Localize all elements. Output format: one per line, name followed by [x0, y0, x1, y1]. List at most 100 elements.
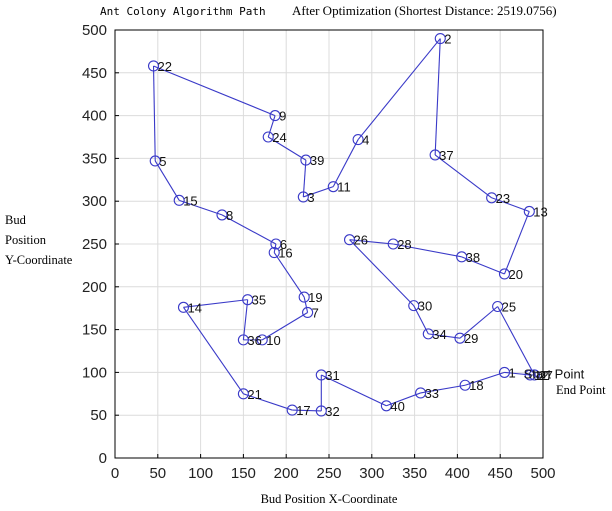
route-segment — [267, 136, 307, 161]
y-axis-label-line-2: Position — [5, 233, 47, 247]
point-labels: 1234567891011121314151617181920212223242… — [158, 32, 585, 419]
node-marker — [498, 366, 511, 378]
node-label: 16 — [278, 246, 292, 261]
axis-ticks: 0 50 100 150 200 250 300 350 400 450 500 0 50 100 150 2… — [82, 22, 556, 482]
node-marker — [422, 328, 434, 340]
route-segment — [221, 214, 277, 245]
route-segment — [183, 299, 248, 308]
node-marker — [459, 379, 471, 391]
y-tick-label: 200 — [82, 279, 107, 296]
x-axis-label: Bud Position X-Coordinate — [261, 492, 398, 506]
node-marker — [498, 268, 511, 280]
node-marker — [237, 388, 249, 400]
node-label: 23 — [496, 191, 510, 206]
route-segment — [243, 393, 293, 411]
y-tick-label: 50 — [90, 407, 107, 424]
route-segment — [302, 160, 307, 197]
node-marker — [315, 405, 327, 417]
node-marker — [429, 149, 441, 161]
route-segment — [242, 299, 249, 340]
route-segment — [434, 154, 492, 199]
node-label: 31 — [325, 368, 339, 383]
node-label: 7 — [312, 305, 319, 320]
y-tick-label: 100 — [82, 364, 107, 381]
x-tick-label: 350 — [402, 465, 427, 482]
node-marker — [492, 300, 504, 313]
node-label: 40 — [390, 399, 404, 414]
route-segment — [491, 197, 530, 212]
start-point-label: Start Point — [524, 366, 585, 381]
node-label: 13 — [533, 204, 547, 219]
node-label: 37 — [439, 148, 453, 163]
node-marker — [352, 134, 364, 146]
route-segment — [434, 38, 441, 156]
route-segment — [349, 239, 415, 307]
node-marker — [262, 131, 274, 143]
node-marker — [380, 400, 392, 412]
node-marker — [297, 191, 309, 203]
node-marker — [286, 404, 298, 416]
route-segment — [179, 199, 223, 216]
node-marker — [434, 33, 446, 45]
node-label: 12 — [534, 368, 548, 383]
x-tick-label: 500 — [530, 465, 555, 482]
node-label: 9 — [279, 109, 286, 124]
node-label: 14 — [187, 300, 201, 315]
node-marker — [147, 60, 160, 72]
route-segment — [386, 392, 421, 407]
node-label: 10 — [266, 333, 280, 348]
chart-title-suffix: After Optimization (Shortest Distance: 2… — [292, 3, 557, 18]
node-marker — [343, 234, 356, 246]
node-marker — [268, 247, 280, 259]
route-segment — [459, 306, 498, 339]
y-tick-label: 150 — [82, 322, 107, 339]
route-segment — [349, 239, 394, 245]
node-label: 3 — [307, 190, 314, 205]
node-label: 4 — [362, 133, 369, 148]
node-marker — [315, 369, 327, 381]
y-tick-label: 350 — [82, 150, 107, 167]
route-segment — [303, 296, 309, 313]
route-segment — [461, 256, 505, 275]
node-label: 33 — [425, 386, 439, 401]
y-tick-label: 500 — [82, 22, 107, 39]
y-tick-label: 400 — [82, 108, 107, 125]
x-tick-label: 450 — [488, 465, 513, 482]
route-segment — [183, 307, 244, 395]
node-marker — [523, 205, 535, 218]
node-marker — [298, 291, 310, 303]
node-label: 26 — [354, 233, 368, 248]
node-label: 18 — [469, 378, 483, 393]
node-label: 27 — [538, 368, 552, 383]
node-label: 1 — [508, 365, 515, 380]
node-marker — [270, 238, 282, 250]
node-marker — [242, 294, 254, 306]
node-marker — [528, 369, 540, 381]
node-label: 34 — [432, 327, 446, 342]
node-label: 22 — [158, 59, 172, 74]
y-axis-label-line-1: Bud — [5, 213, 27, 227]
route-segment — [261, 312, 308, 341]
node-marker — [302, 306, 314, 319]
node-label: 29 — [464, 331, 478, 346]
y-tick-label: 0 — [99, 450, 107, 467]
node-label: 39 — [310, 153, 324, 168]
x-tick-label: 200 — [274, 465, 299, 482]
node-label: 30 — [418, 299, 432, 314]
route-segment — [152, 65, 156, 161]
node-marker — [456, 251, 468, 263]
node-marker — [454, 332, 466, 344]
node-label: 19 — [308, 290, 322, 305]
node-label: 20 — [508, 267, 522, 282]
y-axis-label-line-3: Y-Coordinate — [5, 253, 73, 267]
plot-frame — [114, 29, 544, 459]
x-tick-label: 300 — [359, 465, 384, 482]
node-marker — [269, 110, 281, 122]
route-segment — [393, 243, 462, 258]
node-label: 21 — [247, 387, 261, 402]
node-label: 28 — [397, 237, 411, 252]
end-point-label: End Point — [556, 383, 606, 397]
node-label: 17 — [296, 403, 310, 418]
node-marker — [327, 181, 339, 193]
